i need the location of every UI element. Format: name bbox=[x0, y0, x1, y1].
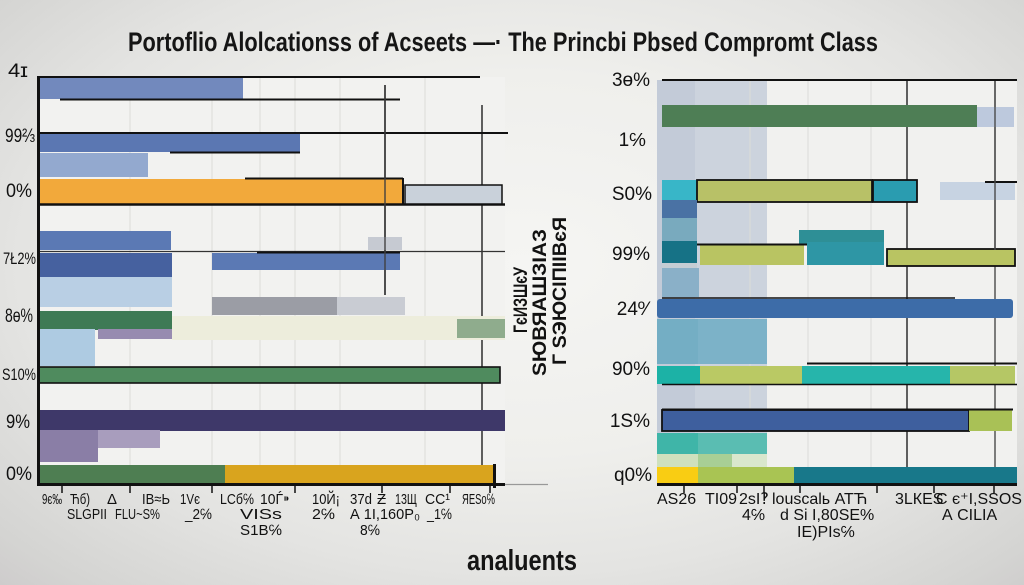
svg-text:0%: 0% bbox=[6, 181, 32, 202]
svg-text:S10%: S10% bbox=[2, 365, 36, 384]
svg-text:q0%: q0% bbox=[614, 465, 652, 486]
svg-text:А 1І,160Р₀: А 1І,160Р₀ bbox=[350, 506, 420, 523]
svg-text:3ɵ%: 3ɵ% bbox=[612, 70, 650, 91]
svg-text:7Ł2%: 7Ł2% bbox=[3, 249, 36, 268]
svg-text:Ѕ1В℅: Ѕ1В℅ bbox=[240, 522, 282, 539]
svg-text:4ɪ: 4ɪ bbox=[8, 61, 28, 82]
svg-text:А СІLІА: А СІLІА bbox=[942, 507, 997, 524]
svg-text:0%: 0% bbox=[6, 464, 32, 485]
svg-text:9є‰: 9є‰ bbox=[42, 491, 62, 508]
svg-text:_1℅: _1℅ bbox=[426, 506, 452, 523]
svg-text:8ө%: 8ө% bbox=[5, 306, 33, 327]
svg-text:_2℅: _2℅ bbox=[184, 506, 212, 523]
svg-text:24º⁄: 24º⁄ bbox=[617, 299, 651, 320]
svg-text:FLU~Ѕ%: FLU~Ѕ% bbox=[115, 506, 160, 523]
svg-text:d Ѕі І,80ЅЕ%: d Ѕі І,80ЅЕ% bbox=[780, 507, 874, 524]
svg-text:S0%: S0% bbox=[612, 184, 652, 205]
svg-text:99⅔: 99⅔ bbox=[5, 126, 35, 147]
svg-text:99΀%: 99΀% bbox=[612, 244, 650, 265]
svg-text:ТІ09: ТІ09 bbox=[705, 491, 737, 508]
svg-text:ЯЕЅо℅: ЯЕЅо℅ bbox=[462, 491, 495, 508]
svg-text:2℅: 2℅ bbox=[312, 506, 335, 523]
svg-text:8℅: 8℅ bbox=[360, 522, 380, 539]
svg-text:1S%: 1S% bbox=[610, 411, 650, 432]
svg-text:analuents: analuents bbox=[467, 545, 577, 577]
svg-text:Portoflio Alolcationss of Acse: Portoflio Alolcationss of Acseets —· The… bbox=[128, 27, 878, 57]
svg-text:2ѕІ‽: 2ѕІ‽ bbox=[739, 491, 769, 508]
svg-text:ЅЮВЯАШЗІАЗ: ЅЮВЯАШЗІАЗ bbox=[530, 229, 551, 376]
svg-text:1℅: 1℅ bbox=[619, 130, 647, 151]
svg-text:Г ЅЭЮСІПІІВєЯ: Г ЅЭЮСІПІІВєЯ bbox=[550, 217, 571, 365]
svg-text:С є⁺І,ЅЅОЅ: С є⁺І,ЅЅОЅ bbox=[936, 491, 1022, 508]
svg-text:9%: 9% bbox=[6, 412, 30, 433]
svg-text:ГєИЗШєУ: ГєИЗШєУ bbox=[511, 267, 532, 333]
svg-text:4℅: 4℅ bbox=[742, 507, 765, 524]
svg-text:lоuѕсаlь АТЋ: lоuѕсаlь АТЋ bbox=[772, 491, 867, 508]
svg-text:90%: 90% bbox=[612, 359, 650, 380]
svg-text:VІSѕ: VІSѕ bbox=[240, 506, 282, 523]
svg-text:ЅLGРІІ: ЅLGРІІ bbox=[67, 506, 107, 523]
svg-text:АЅ26: АЅ26 bbox=[657, 491, 696, 508]
svg-text:ІЕ)РІѕ℅: ІЕ)РІѕ℅ bbox=[797, 524, 855, 541]
